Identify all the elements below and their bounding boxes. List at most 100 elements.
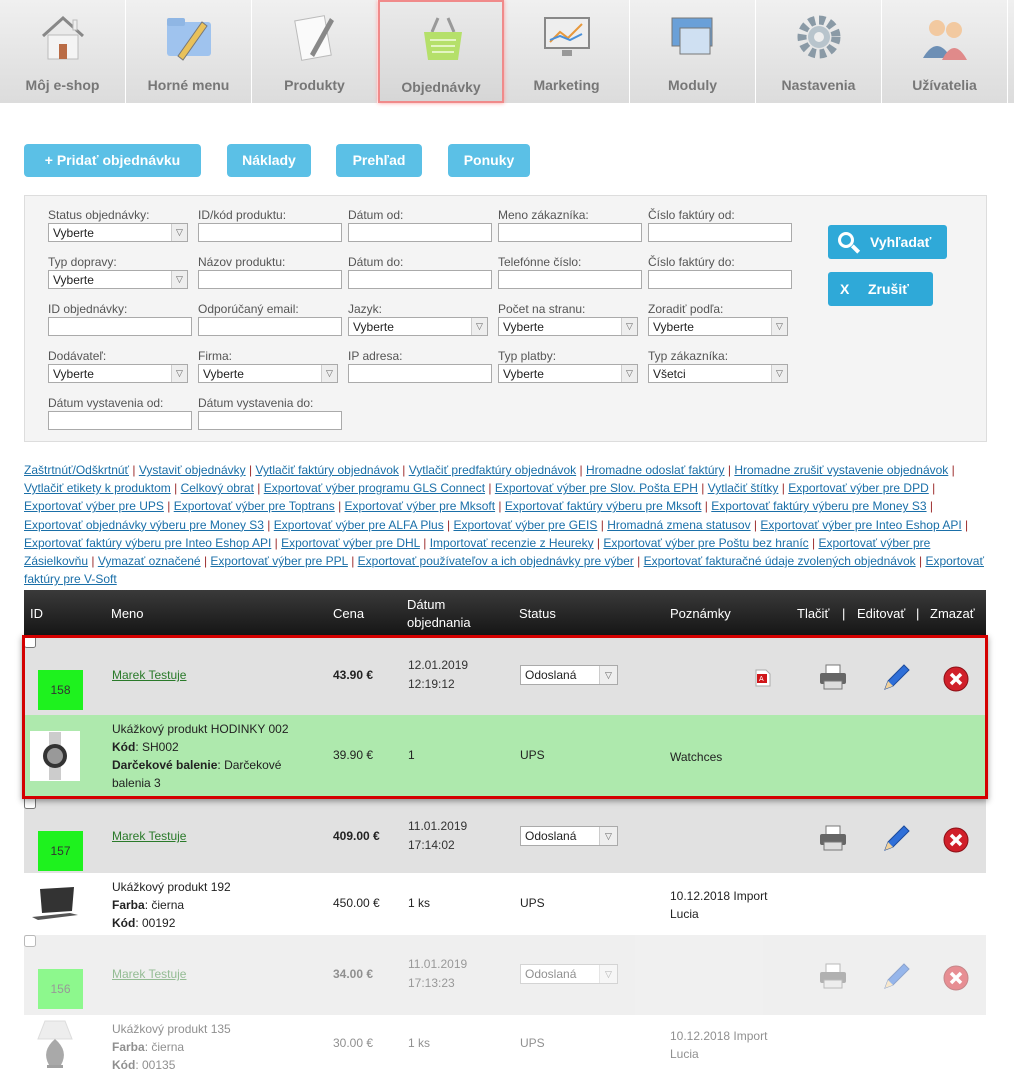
overview-button[interactable]: Prehľad [336, 144, 422, 177]
bulk-link[interactable]: Exportovať objednávky výberu pre Money S… [24, 517, 264, 532]
filter-select[interactable]: Vyberte ▽ [348, 317, 488, 336]
customer-link[interactable]: Marek Testuje [112, 668, 187, 682]
bulk-link[interactable]: Zaštrtnúť/Odškrtnúť [24, 463, 130, 477]
filter-select[interactable]: Vyberte ▽ [498, 364, 638, 383]
customer-link[interactable]: Marek Testuje [112, 967, 187, 981]
bulk-link[interactable]: Exportovať výber programu GLS Connect [263, 481, 486, 496]
nav-item-môj-e-shop[interactable]: Môj e-shop [0, 0, 126, 103]
filter-select[interactable]: Vyberte ▽ [198, 364, 338, 383]
edit-pencil-icon[interactable] [882, 664, 910, 695]
filter-input[interactable] [648, 270, 792, 289]
filter-select[interactable]: Všetci ▽ [648, 364, 788, 383]
order-checkbox[interactable] [24, 935, 36, 947]
col-date: Dátum [407, 597, 446, 612]
bulk-link[interactable]: Exportovať výber pre Poštu bez hraníc [603, 535, 809, 550]
bulk-link[interactable]: Exportovať fakturačné údaje zvolených ob… [643, 554, 916, 569]
status-select[interactable]: Odoslaná ▽ [520, 665, 618, 685]
delete-icon[interactable] [943, 666, 969, 695]
cancel-button[interactable]: X Zrušiť [828, 272, 933, 306]
filter-label: Číslo faktúry od: [648, 208, 735, 222]
bulk-link[interactable]: Hromadne odoslať faktúry [585, 463, 725, 477]
filter-select[interactable]: Vyberte ▽ [48, 364, 188, 383]
filter-input[interactable] [198, 223, 342, 242]
print-icon[interactable] [819, 963, 847, 992]
bulk-link[interactable]: Exportovať faktúry výberu pre Money S3 [711, 499, 927, 514]
delete-icon[interactable] [943, 827, 969, 856]
bulk-link[interactable]: Exportovať výber pre DPD [788, 481, 929, 496]
bulk-link[interactable]: Exportovať výber pre Slov. Pošta EPH [494, 481, 698, 496]
filter-label: Dátum od: [348, 208, 404, 222]
filter-select[interactable]: Vyberte ▽ [48, 270, 188, 289]
filter-input[interactable] [198, 411, 342, 430]
nav-item-užívatelia[interactable]: Užívatelia [882, 0, 1008, 103]
print-icon[interactable] [819, 664, 847, 693]
filter-input[interactable] [498, 223, 642, 242]
col-name: Meno [111, 606, 144, 621]
bulk-link[interactable]: Hromadne zrušiť vystavenie objednávok [734, 463, 949, 477]
bulk-link[interactable]: Exportovať výber pre DHL [281, 535, 420, 550]
status-select[interactable]: Odoslaná ▽ [520, 964, 618, 984]
bulk-link[interactable]: Importovať recenzie z Heureky [429, 535, 594, 550]
bulk-link[interactable]: Exportovať výber pre Inteo Eshop API [760, 517, 962, 532]
chevron-down-icon: ▽ [171, 224, 187, 241]
filter-input[interactable] [198, 270, 342, 289]
filter-label: IP adresa: [348, 349, 403, 363]
filter-select[interactable]: Vyberte ▽ [648, 317, 788, 336]
offers-button[interactable]: Ponuky [448, 144, 530, 177]
filter-input[interactable] [348, 364, 492, 383]
filter-input[interactable] [48, 317, 192, 336]
product-attr: Farba: čierna [112, 896, 302, 914]
attr-value: : 00135 [135, 1058, 176, 1072]
order-checkbox[interactable] [24, 797, 36, 809]
bulk-link[interactable]: Exportovať výber pre GEIS [453, 517, 598, 532]
bulk-link[interactable]: Vystaviť objednávky [138, 463, 246, 477]
filter-input[interactable] [348, 223, 492, 242]
edit-pencil-icon[interactable] [882, 963, 910, 994]
customer-link[interactable]: Marek Testuje [112, 829, 187, 843]
pdf-icon[interactable]: A [755, 669, 771, 690]
bulk-link[interactable]: Exportovať výber pre PPL [210, 554, 348, 569]
bulk-link[interactable]: Exportovať výber pre Toptrans [173, 499, 335, 514]
bulk-link[interactable]: Celkový obrat [180, 481, 254, 496]
bulk-link[interactable]: Exportovať používateľov a ich objednávky… [357, 554, 634, 569]
status-select[interactable]: Odoslaná ▽ [520, 826, 618, 846]
bulk-link[interactable]: Exportovať výber pre ALFA Plus [273, 517, 444, 532]
bulk-link[interactable]: Hromadná zmena statusov [607, 517, 751, 532]
bulk-link[interactable]: Exportovať faktúry výberu pre Inteo Esho… [24, 535, 272, 550]
chevron-down-icon: ▽ [599, 965, 617, 983]
attr-value: : 00192 [135, 916, 176, 930]
bulk-link[interactable]: Vymazať označené [97, 554, 201, 569]
product-info: Ukážkový produkt 192 Farba: čierna Kód: 00… [112, 878, 302, 932]
filter-input[interactable] [198, 317, 342, 336]
nav-item-nastavenia[interactable]: Nastavenia [756, 0, 882, 103]
nav-item-produkty[interactable]: Produkty [252, 0, 378, 103]
print-icon[interactable] [819, 825, 847, 854]
bulk-link[interactable]: Exportovať výber pre Mksoft [344, 499, 496, 514]
bulk-link[interactable]: Exportovať faktúry pre V-Soft [24, 554, 984, 587]
product-row: Ukážkový produkt 135 Farba: čierna Kód: 00… [24, 1015, 986, 1073]
edit-pencil-icon[interactable] [882, 825, 910, 856]
bulk-link[interactable]: Vytlačiť faktúry objednávok [255, 463, 399, 477]
filter-select[interactable]: Vyberte ▽ [498, 317, 638, 336]
costs-button[interactable]: Náklady [227, 144, 311, 177]
search-button[interactable]: Vyhľadať [828, 225, 947, 259]
nav-item-objednávky[interactable]: Objednávky [378, 0, 504, 103]
filter-input[interactable] [48, 411, 192, 430]
filter-select[interactable]: Vyberte ▽ [48, 223, 188, 242]
bulk-link[interactable]: Exportovať faktúry výberu pre Mksoft [504, 499, 702, 514]
filter-input[interactable] [348, 270, 492, 289]
order-checkbox[interactable] [24, 636, 36, 648]
filter-input[interactable] [648, 223, 792, 242]
add-order-button[interactable]: + Pridať objednávku [24, 144, 201, 177]
bulk-link[interactable]: Exportovať výber pre Zásielkovňu [24, 535, 931, 569]
bulk-link[interactable]: Exportovať výber pre UPS [24, 499, 164, 514]
nav-item-horné-menu[interactable]: Horné menu [126, 0, 252, 103]
bulk-link[interactable]: Vytlačiť etikety k produktom [24, 481, 171, 496]
nav-item-moduly[interactable]: Moduly [630, 0, 756, 103]
bulk-link[interactable]: Vytlačiť predfaktúry objednávok [408, 463, 577, 477]
filter-label: Status objednávky: [48, 208, 150, 222]
nav-item-marketing[interactable]: Marketing [504, 0, 630, 103]
bulk-link[interactable]: Vytlačiť štítky [707, 481, 779, 496]
delete-icon[interactable] [943, 965, 969, 994]
filter-input[interactable] [498, 270, 642, 289]
